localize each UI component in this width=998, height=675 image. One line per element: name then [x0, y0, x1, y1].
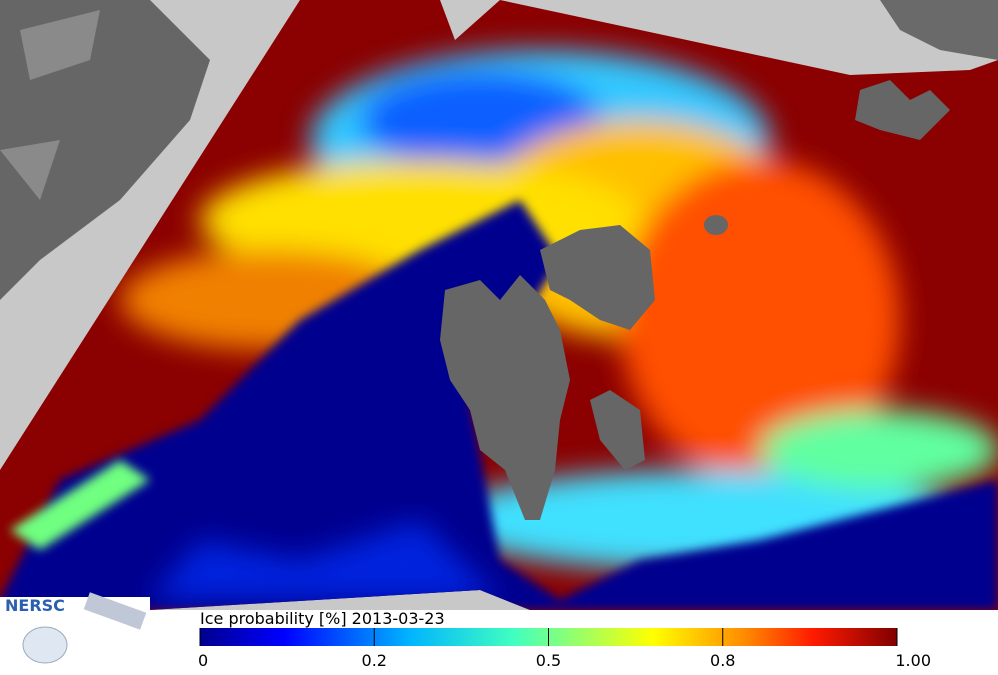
colorbar-label-clip: Ice probability [%] 2013-03-23: [200, 609, 445, 628]
colorbar-label: Ice probability [%] 2013-03-23: [200, 609, 445, 628]
island: [590, 390, 645, 470]
island: [440, 275, 570, 520]
land: [0, 10, 100, 200]
colorbar-label-box: [200, 610, 475, 628]
logo-bear: [22, 626, 68, 664]
colorbar-tick-label: 0: [198, 651, 208, 670]
island: [704, 215, 728, 235]
colorbar-tick-label: 1.00: [895, 651, 931, 670]
colorbar-ticks: 0 0.2 0.5 0.8 1.00: [198, 628, 931, 670]
island: [540, 225, 655, 330]
colorbar-tick-label: 0.8: [710, 651, 735, 670]
logo-satellite: [83, 592, 147, 630]
land: [0, 0, 210, 300]
land: [880, 0, 998, 60]
colorbar-tick-label: 0.2: [362, 651, 387, 670]
logo: NERSC: [0, 592, 150, 671]
logo-text: NERSC: [5, 596, 65, 615]
island: [855, 80, 950, 140]
colorbar-tick-label: 0.5: [536, 651, 561, 670]
